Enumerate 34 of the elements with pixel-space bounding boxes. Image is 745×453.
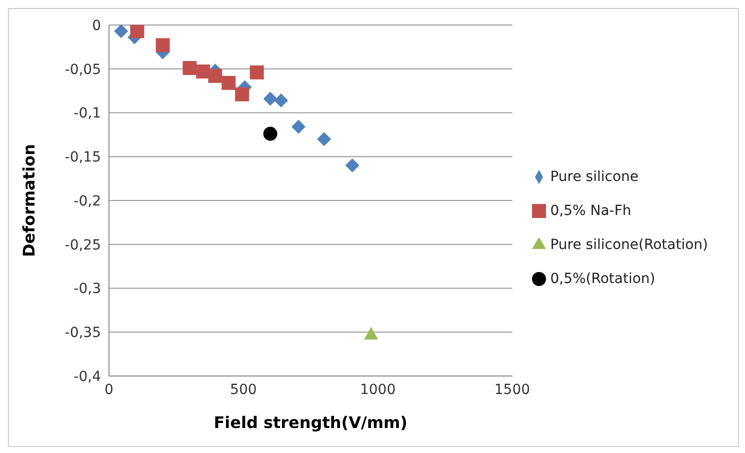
point bbox=[208, 68, 222, 83]
y-tick-label: -0,25 bbox=[64, 237, 101, 254]
x-tick-label: 0 bbox=[104, 382, 114, 398]
legend-label: 0,5%(Rotation) bbox=[550, 270, 656, 286]
x-tick-label: 500 bbox=[230, 382, 257, 398]
point bbox=[222, 76, 236, 90]
x-tick-label: 1500 bbox=[494, 382, 530, 398]
legend-label: 0,5% Na-Fh bbox=[550, 202, 632, 218]
point bbox=[114, 25, 128, 38]
point bbox=[263, 92, 278, 106]
y-tick-label: -0,15 bbox=[64, 150, 101, 166]
y-axis-title: Deformation bbox=[20, 144, 39, 257]
y-tick-label: -0,35 bbox=[64, 325, 101, 342]
y-tick-label: -0,2 bbox=[74, 193, 101, 210]
point bbox=[250, 65, 264, 80]
y-tick-label: -0,05 bbox=[64, 62, 101, 78]
y-tick-label: -0,3 bbox=[74, 281, 101, 298]
x-tick-label: 1000 bbox=[360, 382, 396, 398]
point bbox=[182, 61, 197, 75]
y-tick-label: -0,1 bbox=[74, 106, 101, 122]
point bbox=[235, 87, 250, 102]
point bbox=[364, 326, 378, 340]
legend-label: Pure silicone(Rotation) bbox=[550, 236, 708, 252]
point bbox=[130, 25, 144, 38]
y-tick-label: -0,4 bbox=[74, 368, 102, 385]
point bbox=[345, 158, 360, 172]
legend-label: Pure silicone bbox=[550, 168, 639, 184]
point bbox=[274, 93, 288, 108]
point bbox=[263, 126, 278, 141]
point bbox=[156, 38, 170, 52]
y-tick-label: 0 bbox=[92, 18, 101, 34]
x-axis-title: Field strength(V/mm) bbox=[214, 413, 408, 432]
point bbox=[292, 120, 306, 134]
point bbox=[317, 132, 332, 146]
